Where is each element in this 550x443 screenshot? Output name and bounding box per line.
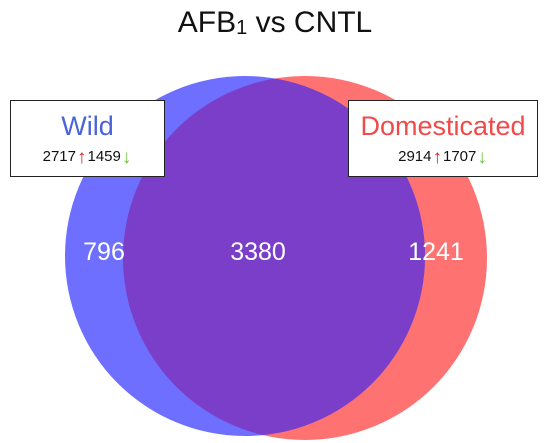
domesticated-up-count: 2914 [398, 148, 432, 165]
wild-down-count: 1459 [87, 148, 121, 165]
domesticated-counts: 2914↑1707↓ [349, 147, 537, 169]
overlap-count: 3380 [230, 238, 286, 266]
domesticated-only-count: 1241 [408, 238, 464, 266]
wild-only-count: 796 [83, 238, 125, 266]
wild-legend-box: Wild 2717↑1459↓ [10, 100, 165, 177]
down-arrow-icon: ↓ [477, 147, 487, 168]
down-arrow-icon: ↓ [121, 147, 132, 168]
wild-counts: 2717↑1459↓ [11, 147, 164, 169]
domesticated-down-count: 1707 [443, 148, 477, 165]
domesticated-set-name: Domesticated [360, 111, 526, 141]
up-arrow-icon: ↑ [432, 147, 443, 168]
diagram-title: AFB1 vs CNTL [177, 6, 373, 39]
wild-set-name: Wild [61, 111, 114, 141]
domesticated-legend-box: Domesticated 2914↑1707↓ [348, 100, 538, 177]
up-arrow-icon: ↑ [77, 147, 87, 168]
wild-up-count: 2717 [42, 148, 76, 165]
